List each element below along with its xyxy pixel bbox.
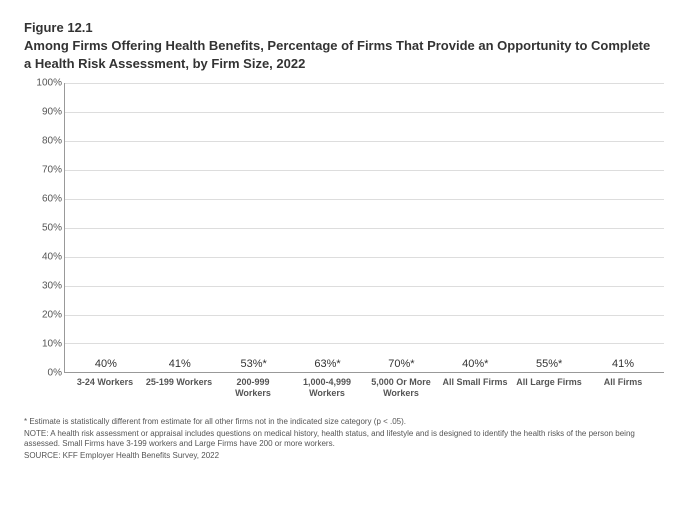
footnote-significance: * Estimate is statistically different fr… [24,417,664,427]
gridline [65,112,664,113]
bar-slot: 53%* [217,358,291,372]
y-tick-label: 90% [32,107,62,118]
chart-area: 0%10%20%30%40%50%60%70%80%90%100% 40%41%… [64,83,664,403]
x-axis-label: 25-199 Workers [142,375,216,403]
bar-slot: 40% [69,358,143,372]
gridline [65,83,664,84]
y-tick-label: 100% [32,78,62,89]
figure-container: Figure 12.1 Among Firms Offering Health … [0,0,698,472]
gridline [65,343,664,344]
bar-slot: 41% [586,358,660,372]
x-axis-label: All Small Firms [438,375,512,403]
bar-value-label: 41% [612,358,634,370]
x-axis-label: All Large Firms [512,375,586,403]
y-axis: 0%10%20%30%40%50%60%70%80%90%100% [32,83,62,373]
gridline [65,141,664,142]
bar-value-label: 63%* [314,358,340,370]
x-axis-label: 5,000 Or More Workers [364,375,438,403]
x-axis-labels: 3-24 Workers25-199 Workers200-999 Worker… [64,375,664,403]
gridline [65,199,664,200]
gridline [65,315,664,316]
gridline [65,257,664,258]
bar-slot: 41% [143,358,217,372]
x-axis-label: All Firms [586,375,660,403]
gridline [65,228,664,229]
figure-title: Among Firms Offering Health Benefits, Pe… [24,37,654,73]
footnote-source: SOURCE: KFF Employer Health Benefits Sur… [24,451,664,461]
y-tick-label: 10% [32,339,62,350]
y-tick-label: 20% [32,310,62,321]
bar-value-label: 55%* [536,358,562,370]
bar-value-label: 40% [95,358,117,370]
gridline [65,170,664,171]
x-axis-label: 1,000-4,999 Workers [290,375,364,403]
bar-slot: 55%* [512,358,586,372]
footnote-note: NOTE: A health risk assessment or apprai… [24,429,664,450]
plot-area: 40% 41% 53%* 63%* 70%* 40%* 55%* 41% [64,83,664,373]
bar-slot: 70%* [365,358,439,372]
y-tick-label: 60% [32,194,62,205]
bar-value-label: 70%* [388,358,414,370]
footnotes: * Estimate is statistically different fr… [24,417,664,461]
y-tick-label: 40% [32,252,62,263]
bar-value-label: 40%* [462,358,488,370]
y-tick-label: 0% [32,368,62,379]
y-tick-label: 70% [32,165,62,176]
bar-slot: 40%* [438,358,512,372]
y-tick-label: 30% [32,281,62,292]
x-axis-label: 3-24 Workers [68,375,142,403]
figure-number: Figure 12.1 [24,20,674,35]
y-tick-label: 50% [32,223,62,234]
bar-value-label: 41% [169,358,191,370]
bar-value-label: 53%* [241,358,267,370]
x-axis-label: 200-999 Workers [216,375,290,403]
bar-slot: 63%* [291,358,365,372]
gridline [65,286,664,287]
y-tick-label: 80% [32,136,62,147]
